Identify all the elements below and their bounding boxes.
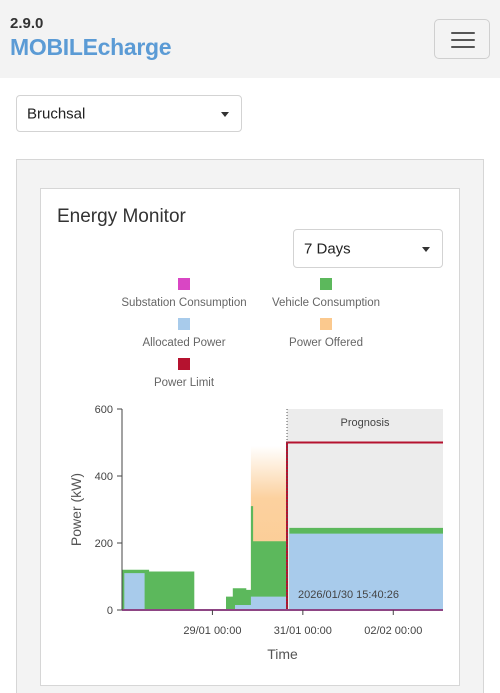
- app-version: 2.9.0: [10, 15, 44, 32]
- brand-logo[interactable]: MOBILEcharge: [10, 34, 172, 60]
- legend-item-vehicle-consumption[interactable]: Vehicle Consumption: [246, 278, 406, 309]
- legend-swatch: [320, 278, 332, 290]
- x-tick-label: 02/02 00:00: [364, 625, 422, 637]
- legend-swatch: [178, 278, 190, 290]
- menu-bar: [451, 46, 475, 48]
- period-select-value: 7 Days: [304, 240, 351, 257]
- series-area-allocated-power: [124, 533, 444, 610]
- x-axis-title: Time: [267, 646, 298, 662]
- x-tick-label: 29/01 00:00: [183, 625, 241, 637]
- prognosis-label: Prognosis: [341, 417, 390, 429]
- y-tick-label: 200: [95, 538, 113, 550]
- legend-item-allocated-power[interactable]: Allocated Power: [104, 318, 264, 349]
- period-select[interactable]: 7 Days: [293, 229, 443, 268]
- x-tick-label: 31/01 00:00: [274, 625, 332, 637]
- legend-item-power-limit[interactable]: Power Limit: [104, 358, 264, 389]
- legend-item-substation-consumption[interactable]: Substation Consumption: [104, 278, 264, 309]
- y-tick-label: 0: [107, 605, 113, 617]
- legend-label: Substation Consumption: [121, 297, 247, 309]
- card-title: Energy Monitor: [57, 206, 186, 227]
- chevron-down-icon: [422, 246, 430, 252]
- legend-label: Power Limit: [153, 377, 215, 389]
- navbar: 2.9.0 MOBILEcharge: [0, 0, 500, 78]
- y-axis-title: Power (kW): [68, 473, 84, 546]
- y-tick-label: 400: [95, 471, 113, 483]
- menu-bar: [451, 32, 475, 34]
- legend-swatch: [178, 358, 190, 370]
- location-select-value: Bruchsal: [27, 105, 86, 122]
- y-tick-label: 600: [95, 404, 113, 416]
- now-timestamp-label: 2026/01/30 15:40:26: [298, 589, 399, 601]
- legend-label: Vehicle Consumption: [271, 297, 381, 309]
- legend-label: Allocated Power: [142, 337, 226, 349]
- legend-label: Power Offered: [289, 337, 363, 349]
- hamburger-menu-icon[interactable]: [434, 19, 490, 59]
- legend-item-power-offered[interactable]: Power Offered: [246, 318, 406, 349]
- menu-bar: [451, 39, 475, 41]
- legend-swatch: [320, 318, 332, 330]
- location-select[interactable]: Bruchsal: [16, 95, 242, 132]
- chevron-down-icon: [221, 111, 229, 117]
- legend-swatch: [178, 318, 190, 330]
